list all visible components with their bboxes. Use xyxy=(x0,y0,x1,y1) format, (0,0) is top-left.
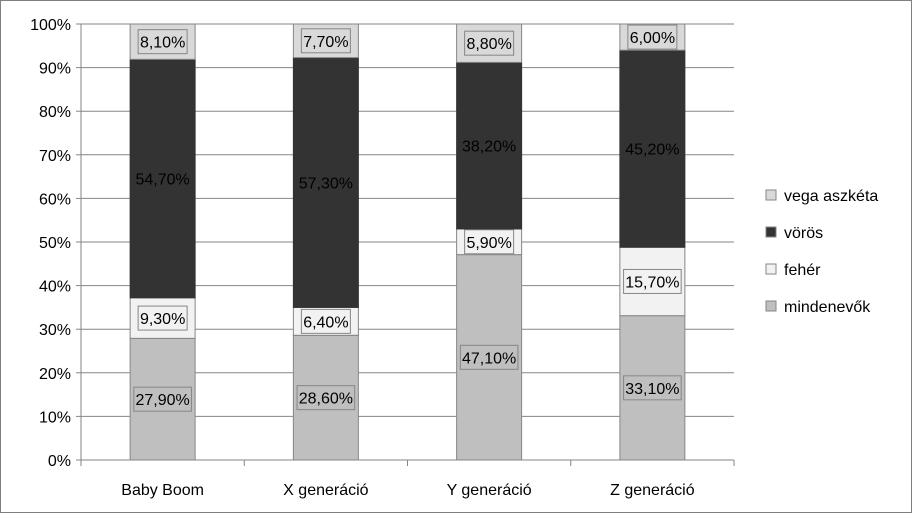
data-label: 28,60% xyxy=(299,391,353,408)
axes: 0% 10% 20% 30% 40% 50% 60% 70% 80% 90% 100% Baby Bo… xyxy=(30,17,735,499)
data-label-box xyxy=(300,28,351,54)
x-tick-label: Baby Boom xyxy=(121,482,204,499)
y-tick-label: 20% xyxy=(39,366,71,383)
legend-label: vörös xyxy=(784,225,823,242)
y-tick-label: 60% xyxy=(39,191,71,208)
y-tick-label: 40% xyxy=(39,279,71,296)
data-label: 47,10% xyxy=(462,350,516,367)
legend-swatch xyxy=(765,300,777,312)
legend: vega aszkéta vörös fehér mindenevők xyxy=(765,188,878,316)
x-tick-label: X generáció xyxy=(283,482,368,499)
data-label-box xyxy=(137,305,188,331)
data-label: 8,10% xyxy=(140,35,185,52)
bar-segment xyxy=(456,61,523,230)
data-label: 9,30% xyxy=(140,311,185,328)
data-label-box xyxy=(296,385,356,411)
data-label-box xyxy=(133,386,192,412)
y-tick-label: 0% xyxy=(48,453,71,470)
data-label: 8,80% xyxy=(466,36,511,53)
y-tick-label: 70% xyxy=(39,148,71,165)
legend-label: mindenevők xyxy=(784,299,871,316)
legend-swatch xyxy=(765,226,777,238)
data-label: 38,20% xyxy=(462,139,516,156)
data-label-box xyxy=(300,308,351,334)
y-tick-label: 80% xyxy=(39,104,71,121)
data-label: 6,00% xyxy=(630,30,675,47)
y-tick-label: 100% xyxy=(30,17,71,34)
data-label-box xyxy=(627,24,678,50)
legend-label: vega aszkéta xyxy=(784,188,878,205)
bar-segment xyxy=(129,58,196,299)
data-label: 5,90% xyxy=(466,235,511,252)
data-label: 6,40% xyxy=(303,314,348,331)
data-label: 27,90% xyxy=(135,392,189,409)
data-label-box xyxy=(623,375,682,401)
y-tick-label: 90% xyxy=(39,61,71,78)
data-label-box xyxy=(137,29,188,55)
data-label: 54,70% xyxy=(135,172,189,189)
y-tick-label: 50% xyxy=(39,235,71,252)
y-tick-label: 30% xyxy=(39,322,71,339)
legend-label: fehér xyxy=(784,262,821,279)
data-label: 33,10% xyxy=(625,381,679,398)
data-label: 15,70% xyxy=(625,274,679,291)
bars: 27,90% 9,30% 54,70% 8,10% 28,60% 6,40% 57,30% 7… xyxy=(129,23,686,461)
y-tick-label: 10% xyxy=(39,409,71,426)
data-label: 45,20% xyxy=(625,142,679,159)
x-tick-label: Y generáció xyxy=(447,482,532,499)
legend-swatch xyxy=(765,263,777,275)
bar-segment xyxy=(292,57,359,308)
data-label-box xyxy=(464,229,515,255)
data-label-box xyxy=(464,30,515,56)
data-label-box xyxy=(623,268,682,294)
data-label-box xyxy=(459,344,519,370)
bar-segment xyxy=(619,49,686,248)
data-label: 57,30% xyxy=(299,175,353,192)
legend-swatch xyxy=(765,189,777,201)
x-tick-label: Z generáció xyxy=(610,482,695,499)
data-label: 7,70% xyxy=(303,34,348,51)
